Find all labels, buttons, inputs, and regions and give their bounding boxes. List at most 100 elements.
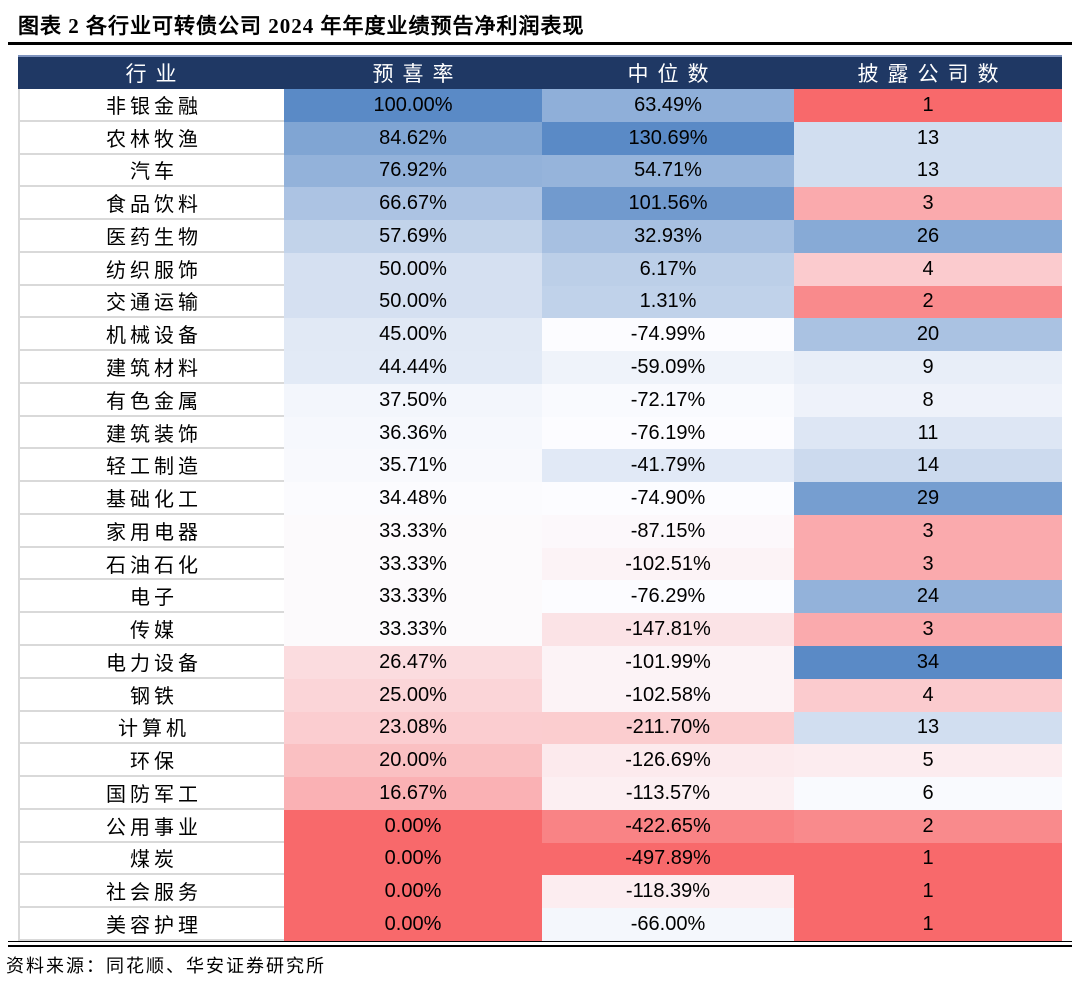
table-header: 行业 预喜率 中位数 披露公司数 (18, 55, 1062, 89)
count-cell: 34 (794, 646, 1062, 679)
table-row: 石油石化 33.33% -102.51% 3 (18, 547, 1062, 581)
rate-cell: 35.71% (284, 449, 542, 483)
table-row: 机械设备 45.00% -74.99% 20 (18, 318, 1062, 352)
header-rate: 预喜率 (372, 62, 463, 86)
industry-cell: 家用电器 (18, 514, 284, 548)
count-cell: 3 (794, 613, 1062, 647)
count-cell: 2 (794, 285, 1062, 319)
rate-cell: 34.48% (284, 482, 542, 515)
table-row: 有色金属 37.50% -72.17% 8 (18, 383, 1062, 417)
header-industry: 行业 (125, 62, 186, 86)
count-cell: 11 (794, 416, 1062, 450)
table-row: 煤炭 0.00% -497.89% 1 (18, 842, 1062, 876)
table-row: 计算机 23.08% -211.70% 13 (18, 711, 1062, 745)
table-row: 基础化工 34.48% -74.90% 29 (18, 482, 1062, 515)
table-row: 社会服务 0.00% -118.39% 1 (18, 875, 1062, 909)
table-row: 环保 20.00% -126.69% 5 (18, 744, 1062, 778)
count-cell: 4 (794, 678, 1062, 712)
median-cell: -76.19% (542, 416, 794, 450)
count-cell: 2 (794, 809, 1062, 843)
count-cell: 4 (794, 252, 1062, 286)
industry-cell: 国防军工 (18, 777, 284, 810)
industry-cell: 医药生物 (18, 220, 284, 253)
table-bottom-rule (8, 941, 1072, 947)
median-cell: 63.49% (542, 89, 794, 122)
table-row: 国防军工 16.67% -113.57% 6 (18, 777, 1062, 810)
table-row: 公用事业 0.00% -422.65% 2 (18, 809, 1062, 843)
industry-cell: 纺织服饰 (18, 252, 284, 286)
rate-cell: 16.67% (284, 777, 542, 810)
industry-cell: 建筑材料 (18, 351, 284, 384)
median-cell: 1.31% (542, 285, 794, 319)
rate-cell: 23.08% (284, 711, 542, 745)
industry-cell: 基础化工 (18, 482, 284, 515)
count-cell: 3 (794, 547, 1062, 581)
median-cell: -87.15% (542, 514, 794, 548)
median-cell: 54.71% (542, 154, 794, 188)
median-cell: -126.69% (542, 744, 794, 778)
count-cell: 6 (794, 777, 1062, 810)
table-body: 非银金融 100.00% 63.49% 1 农林牧渔 84.62% 130.69% 13 汽车 7… (18, 89, 1062, 941)
industry-cell: 轻工制造 (18, 449, 284, 483)
rate-cell: 33.33% (284, 547, 542, 581)
count-cell: 9 (794, 351, 1062, 384)
rate-cell: 76.92% (284, 154, 542, 188)
rate-cell: 44.44% (284, 351, 542, 384)
rate-cell: 100.00% (284, 89, 542, 122)
count-cell: 1 (794, 875, 1062, 909)
count-cell: 1 (794, 908, 1062, 941)
industry-cell: 食品饮料 (18, 187, 284, 221)
median-cell: 101.56% (542, 187, 794, 221)
industry-cell: 计算机 (18, 711, 284, 745)
median-cell: -66.00% (542, 908, 794, 941)
count-cell: 29 (794, 482, 1062, 515)
table-row: 电力设备 26.47% -101.99% 34 (18, 646, 1062, 679)
rate-cell: 66.67% (284, 187, 542, 221)
figure-title: 图表 2 各行业可转债公司 2024 年年度业绩预告净利润表现 (18, 14, 585, 38)
rate-cell: 36.36% (284, 416, 542, 450)
rate-cell: 26.47% (284, 646, 542, 679)
median-cell: 130.69% (542, 121, 794, 155)
industry-cell: 电力设备 (18, 646, 284, 679)
median-cell: -422.65% (542, 809, 794, 843)
median-cell: -497.89% (542, 842, 794, 876)
rate-cell: 33.33% (284, 580, 542, 614)
table-row: 建筑装饰 36.36% -76.19% 11 (18, 416, 1062, 450)
industry-performance-table: 行业 预喜率 中位数 披露公司数 非银金融 100.00% 63.49% 1 农林牧渔 84.6… (18, 55, 1062, 941)
table-row: 轻工制造 35.71% -41.79% 14 (18, 449, 1062, 483)
rate-cell: 45.00% (284, 318, 542, 352)
median-cell: -102.51% (542, 547, 794, 581)
count-cell: 13 (794, 154, 1062, 188)
industry-cell: 钢铁 (18, 678, 284, 712)
table-row: 钢铁 25.00% -102.58% 4 (18, 678, 1062, 712)
table-row: 家用电器 33.33% -87.15% 3 (18, 514, 1062, 548)
industry-cell: 电子 (18, 580, 284, 614)
rate-cell: 20.00% (284, 744, 542, 778)
median-cell: -59.09% (542, 351, 794, 384)
table-row: 食品饮料 66.67% 101.56% 3 (18, 187, 1062, 221)
rate-cell: 0.00% (284, 842, 542, 876)
median-cell: -76.29% (542, 580, 794, 614)
table-row: 建筑材料 44.44% -59.09% 9 (18, 351, 1062, 384)
rate-cell: 84.62% (284, 121, 542, 155)
median-cell: 32.93% (542, 220, 794, 253)
count-cell: 1 (794, 89, 1062, 122)
table-row: 电子 33.33% -76.29% 24 (18, 580, 1062, 614)
rate-cell: 33.33% (284, 514, 542, 548)
count-cell: 13 (794, 711, 1062, 745)
rate-cell: 0.00% (284, 809, 542, 843)
industry-cell: 美容护理 (18, 908, 284, 941)
rate-cell: 50.00% (284, 285, 542, 319)
count-cell: 13 (794, 121, 1062, 155)
rate-cell: 33.33% (284, 613, 542, 647)
table-row: 农林牧渔 84.62% 130.69% 13 (18, 121, 1062, 155)
median-cell: -101.99% (542, 646, 794, 679)
median-cell: -118.39% (542, 875, 794, 909)
count-cell: 5 (794, 744, 1062, 778)
rate-cell: 37.50% (284, 383, 542, 417)
industry-cell: 非银金融 (18, 89, 284, 122)
industry-cell: 公用事业 (18, 809, 284, 843)
table-row: 纺织服饰 50.00% 6.17% 4 (18, 252, 1062, 286)
count-cell: 20 (794, 318, 1062, 352)
rate-cell: 0.00% (284, 875, 542, 909)
